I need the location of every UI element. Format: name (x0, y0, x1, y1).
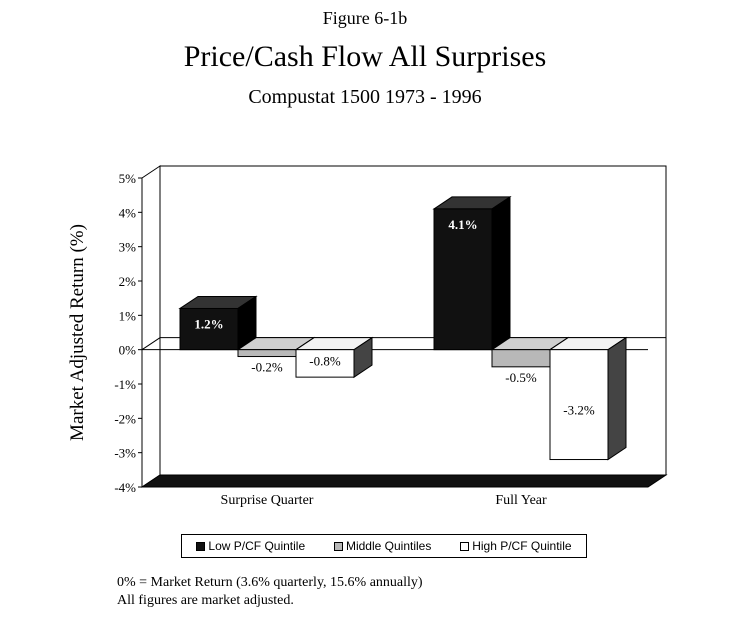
bar-0-1 (237, 349, 297, 358)
y-tick-label: -3% (114, 446, 136, 461)
bar-1-2 (549, 349, 609, 461)
figure-label: Figure 6-1b (322, 8, 408, 28)
data-label: 1.2% (194, 316, 223, 331)
legend-label-high: High P/CF Quintile (472, 539, 572, 553)
legend-label-middle: Middle Quintiles (345, 539, 432, 553)
chart-side-wall (141, 165, 161, 488)
bar-1-0 (433, 208, 493, 351)
chart-legend: Low P/CF Quintile Middle Quintiles High … (181, 534, 587, 558)
y-axis-label: Market Adjusted Return (%) (67, 224, 88, 441)
data-label: -0.8% (309, 354, 341, 369)
legend-label-low: Low P/CF Quintile (208, 539, 306, 553)
legend-item-low: Low P/CF Quintile (196, 539, 305, 553)
legend-swatch-middle (333, 541, 343, 551)
chart-title: Price/Cash Flow All Surprises (183, 40, 547, 73)
y-tick-label: 0% (119, 343, 137, 358)
y-tick-label: 4% (119, 205, 137, 220)
data-label: -0.2% (251, 360, 283, 375)
legend-swatch-high (460, 541, 470, 551)
legend-swatch-low (196, 541, 206, 551)
chart-notes: 0% = Market Return (3.6% quarterly, 15.6… (117, 574, 423, 610)
y-tick-label: 2% (119, 274, 137, 289)
y-tick-label: -1% (114, 377, 136, 392)
note-market-return: 0% = Market Return (3.6% quarterly, 15.6… (117, 575, 423, 590)
bar-side-face (491, 195, 511, 351)
bar-side-face (607, 336, 627, 461)
bar-0-0 (179, 307, 239, 351)
y-tick-label: 3% (119, 240, 137, 255)
legend-item-high: High P/CF Quintile (460, 539, 572, 553)
y-tick-label: 1% (119, 308, 137, 323)
chart-floor (140, 474, 668, 488)
y-tick-label: 5% (119, 171, 137, 186)
bar-0-2 (295, 349, 355, 378)
y-tick-label: -4% (114, 480, 136, 495)
x-category-label: Surprise Quarter (221, 493, 314, 508)
note-market-adjusted: All figures are market adjusted. (117, 593, 294, 608)
legend-item-middle: Middle Quintiles (333, 539, 432, 553)
data-label: -3.2% (563, 403, 595, 418)
chart-subtitle: Compustat 1500 1973 - 1996 (248, 86, 482, 108)
bar-1-1 (491, 349, 551, 368)
data-label: -0.5% (505, 370, 537, 385)
data-label: 4.1% (448, 217, 477, 232)
x-category-label: Full Year (495, 493, 547, 508)
y-tick-label: -2% (114, 411, 136, 426)
zero-plane-side (141, 337, 161, 351)
